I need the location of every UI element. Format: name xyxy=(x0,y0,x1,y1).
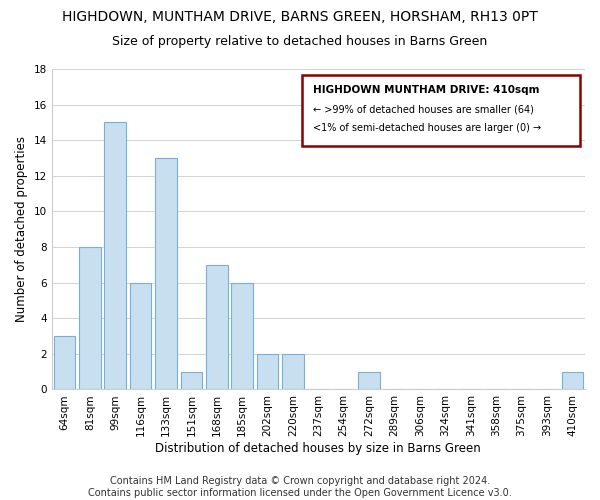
Text: Size of property relative to detached houses in Barns Green: Size of property relative to detached ho… xyxy=(112,35,488,48)
Bar xyxy=(155,158,177,390)
Bar xyxy=(232,282,253,390)
Bar xyxy=(206,265,227,390)
Bar xyxy=(257,354,278,390)
Text: Contains HM Land Registry data © Crown copyright and database right 2024.
Contai: Contains HM Land Registry data © Crown c… xyxy=(88,476,512,498)
Bar xyxy=(53,336,75,390)
Bar xyxy=(181,372,202,390)
Bar xyxy=(79,247,101,390)
Bar xyxy=(358,372,380,390)
Text: <1% of semi-detached houses are larger (0) →: <1% of semi-detached houses are larger (… xyxy=(313,124,541,134)
FancyBboxPatch shape xyxy=(302,76,580,146)
Y-axis label: Number of detached properties: Number of detached properties xyxy=(15,136,28,322)
Text: ← >99% of detached houses are smaller (64): ← >99% of detached houses are smaller (6… xyxy=(313,104,534,115)
Bar xyxy=(282,354,304,390)
Bar xyxy=(562,372,583,390)
X-axis label: Distribution of detached houses by size in Barns Green: Distribution of detached houses by size … xyxy=(155,442,481,455)
Text: HIGHDOWN, MUNTHAM DRIVE, BARNS GREEN, HORSHAM, RH13 0PT: HIGHDOWN, MUNTHAM DRIVE, BARNS GREEN, HO… xyxy=(62,10,538,24)
Text: HIGHDOWN MUNTHAM DRIVE: 410sqm: HIGHDOWN MUNTHAM DRIVE: 410sqm xyxy=(313,85,539,95)
Bar xyxy=(104,122,126,390)
Bar xyxy=(130,282,151,390)
